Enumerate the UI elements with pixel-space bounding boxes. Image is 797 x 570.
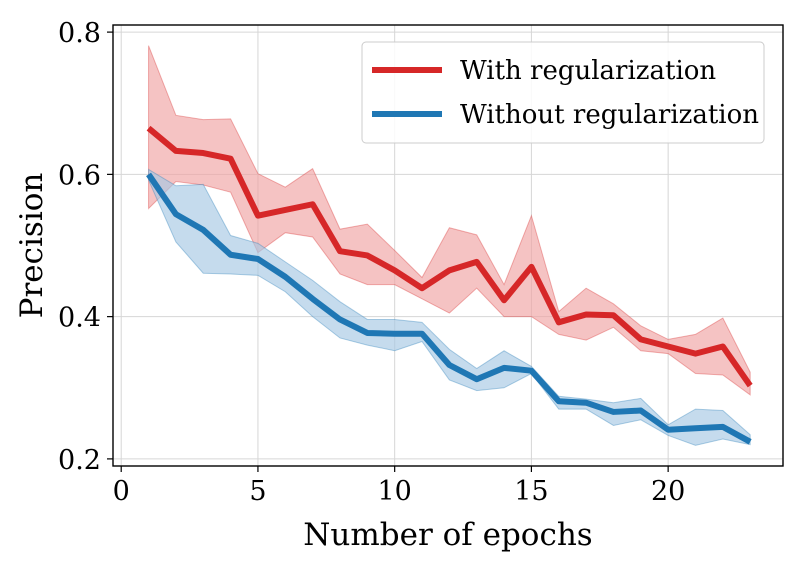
x-tick-label: 10 <box>377 476 411 507</box>
band-series-1 <box>148 168 751 446</box>
legend-label-with-regularization: With regularization <box>460 56 716 86</box>
legend-box <box>361 41 765 144</box>
y-axis-title: Precision <box>14 173 50 319</box>
y-tick-label: 0.2 <box>58 445 101 476</box>
y-tick-label: 0.8 <box>58 18 101 49</box>
x-tick-label: 5 <box>249 476 266 507</box>
x-tick-label: 20 <box>651 476 685 507</box>
legend-label-without-regularization: Without regularization <box>460 100 759 130</box>
band-series-0 <box>148 45 751 396</box>
confidence-bands <box>148 45 751 446</box>
y-tick-label: 0.6 <box>58 160 101 191</box>
plot-frame <box>112 24 784 467</box>
x-tick-label: 15 <box>514 476 548 507</box>
x-axis-title: Number of epochs <box>303 517 592 553</box>
axis-ticks: 0 5 10 15 20 0.2 0.4 0.6 0.8 <box>58 18 685 507</box>
x-tick-label: 0 <box>113 476 130 507</box>
series-lines <box>146 125 753 445</box>
legend: With regularization Without regularizati… <box>361 41 765 144</box>
y-tick-label: 0.4 <box>58 303 101 334</box>
